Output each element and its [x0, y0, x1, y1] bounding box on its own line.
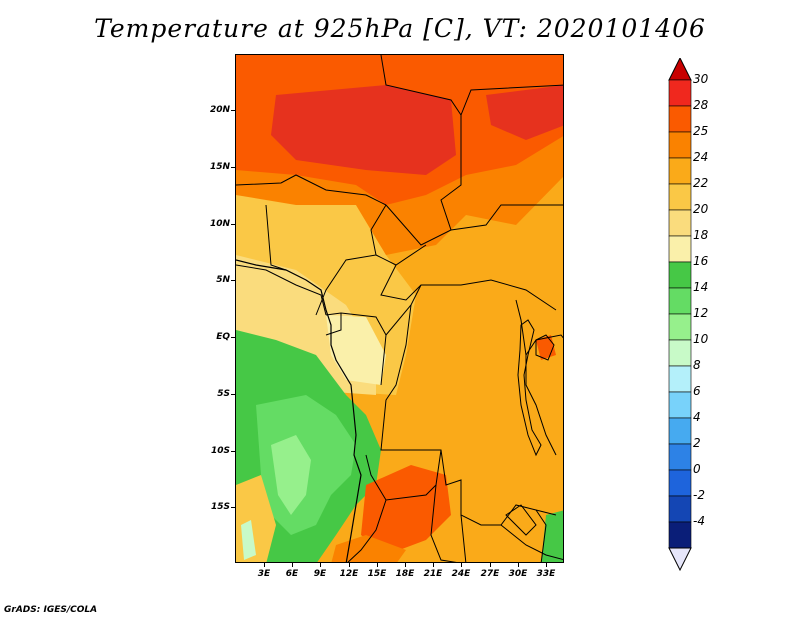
lon-tick	[490, 563, 491, 567]
colorbar-label: 8	[693, 358, 701, 372]
country-borders	[236, 55, 563, 562]
colorbar-segment	[668, 261, 692, 289]
lon-tick	[518, 563, 519, 567]
lat-tick	[231, 451, 235, 452]
lat-tick	[231, 167, 235, 168]
lat-tick	[231, 507, 235, 508]
colorbar-label: 0	[693, 462, 701, 476]
colorbar-segment	[668, 417, 692, 445]
colorbar-segment	[668, 105, 692, 133]
colorbar-segment	[668, 313, 692, 341]
colorbar-label: 4	[693, 410, 701, 424]
lon-label-33e: 33E	[536, 569, 556, 579]
colorbar-bottom-arrow	[668, 547, 692, 572]
colorbar-label: -4	[693, 514, 705, 528]
colorbar-label: 2	[693, 436, 701, 450]
colorbar-label: 10	[693, 332, 709, 346]
lon-tick	[349, 563, 350, 567]
lat-tick	[231, 280, 235, 281]
lat-tick	[231, 110, 235, 111]
lat-label-10s: 10S	[210, 446, 230, 456]
lon-label-3e: 3E	[257, 569, 271, 579]
lon-label-30e: 30E	[508, 569, 528, 579]
colorbar-top-arrow	[668, 58, 692, 81]
field-zone-south-28	[361, 465, 451, 555]
field-zone-30b	[486, 85, 563, 140]
colorbar-label: 25	[693, 124, 709, 138]
colorbar-segment	[668, 79, 692, 107]
colorbar-label: 14	[693, 280, 709, 294]
colorbar-segment	[668, 235, 692, 263]
lon-tick	[377, 563, 378, 567]
lat-label-eq: EQ	[216, 332, 230, 342]
lon-label-27e: 27E	[480, 569, 500, 579]
colorbar-label: 20	[693, 202, 709, 216]
colorbar-segment	[668, 287, 692, 315]
colorbar-segment	[668, 183, 692, 211]
colorbar-label: 22	[693, 176, 709, 190]
lon-tick	[405, 563, 406, 567]
lon-label-18e: 18E	[395, 569, 415, 579]
lon-label-15e: 15E	[367, 569, 387, 579]
colorbar-segment	[668, 157, 692, 185]
lat-tick	[231, 224, 235, 225]
colorbar-segment	[668, 469, 692, 497]
colorbar-segment	[668, 495, 692, 523]
lon-tick	[264, 563, 265, 567]
lon-tick	[433, 563, 434, 567]
colorbar-label: 16	[693, 254, 709, 268]
lat-label-20n: 20N	[209, 105, 230, 115]
colorbar-label: 28	[693, 98, 709, 112]
lat-label-5s: 5S	[217, 389, 230, 399]
colorbar-label: 30	[693, 72, 709, 86]
colorbar-label: 18	[693, 228, 709, 242]
colorbar-label: 12	[693, 306, 709, 320]
temperature-map	[235, 54, 564, 563]
lon-label-24e: 24E	[451, 569, 471, 579]
colorbar-label: -2	[693, 488, 705, 502]
lon-label-21e: 21E	[423, 569, 443, 579]
colorbar-segment	[668, 391, 692, 419]
field-zone-10	[241, 520, 256, 560]
lon-label-6e: 6E	[285, 569, 299, 579]
colorbar-segment	[668, 443, 692, 471]
colorbar	[668, 58, 692, 572]
lon-tick	[292, 563, 293, 567]
lat-tick	[231, 337, 235, 338]
lon-label-9e: 9E	[313, 569, 327, 579]
colorbar-segment	[668, 209, 692, 237]
colorbar-segment	[668, 365, 692, 393]
chart-title: Temperature at 925hPa [C], VT: 202010140…	[94, 14, 706, 43]
colorbar-label: 6	[693, 384, 701, 398]
map-canvas	[236, 55, 563, 562]
lon-label-12e: 12E	[339, 569, 359, 579]
lon-tick	[320, 563, 321, 567]
colorbar-segment	[668, 339, 692, 367]
lat-label-15s: 15S	[210, 502, 230, 512]
field-zone-12	[271, 435, 311, 515]
lat-tick	[231, 394, 235, 395]
colorbar-segment	[668, 131, 692, 159]
field-zone-se-16	[541, 510, 563, 562]
field-zone-30a	[271, 85, 456, 175]
grads-credit: GrADS: IGES/COLA	[4, 605, 98, 615]
lat-label-5n: 5N	[216, 275, 230, 285]
colorbar-label: 24	[693, 150, 709, 164]
colorbar-segment	[668, 521, 692, 549]
lon-tick	[546, 563, 547, 567]
lon-tick	[461, 563, 462, 567]
lat-label-15n: 15N	[209, 162, 230, 172]
lat-label-10n: 10N	[209, 219, 230, 229]
